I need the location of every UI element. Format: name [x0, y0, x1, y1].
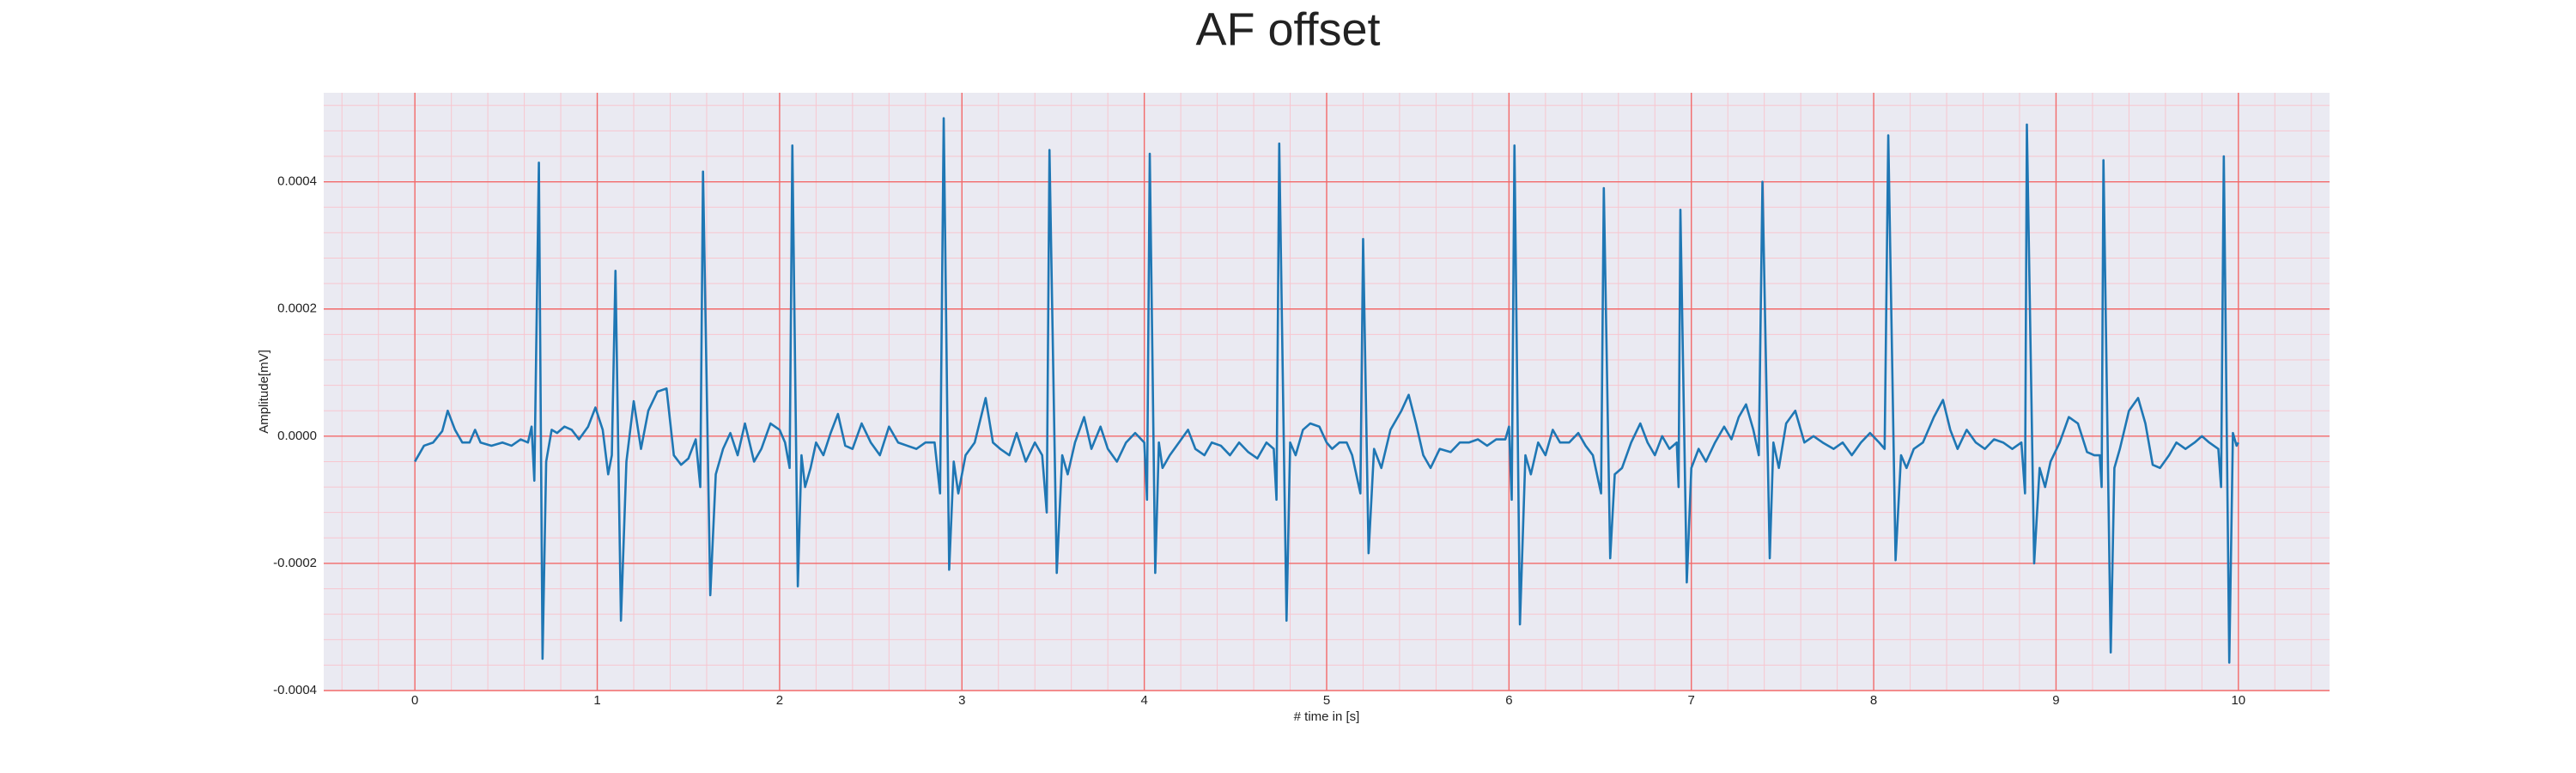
x-tick-label: 4: [1140, 693, 1147, 708]
x-tick-label: 2: [776, 693, 783, 708]
x-tick-label: 1: [593, 693, 600, 708]
chart-title: AF offset: [1195, 3, 1380, 55]
y-axis-label: Amplitude[mV]: [257, 350, 271, 434]
signal-line: [414, 117, 2239, 664]
y-tick-label: 0.0000: [277, 429, 317, 443]
x-tick-label: 0: [411, 693, 418, 708]
x-tick-label: 9: [2052, 693, 2059, 708]
y-tick-label: 0.0004: [277, 174, 317, 189]
major-grid: [324, 93, 2330, 691]
x-tick-label: 5: [1323, 693, 1330, 708]
y-tick-label: -0.0004: [273, 683, 317, 697]
x-axis-label: # time in [s]: [1294, 709, 1360, 724]
y-tick-label: -0.0002: [273, 556, 317, 570]
x-tick-label: 3: [958, 693, 965, 708]
x-tick-label: 10: [2231, 693, 2245, 708]
y-tick-label: 0.0002: [277, 301, 317, 316]
x-tick-label: 6: [1505, 693, 1512, 708]
x-tick-label: 8: [1870, 693, 1877, 708]
x-tick-label: 7: [1688, 693, 1695, 708]
